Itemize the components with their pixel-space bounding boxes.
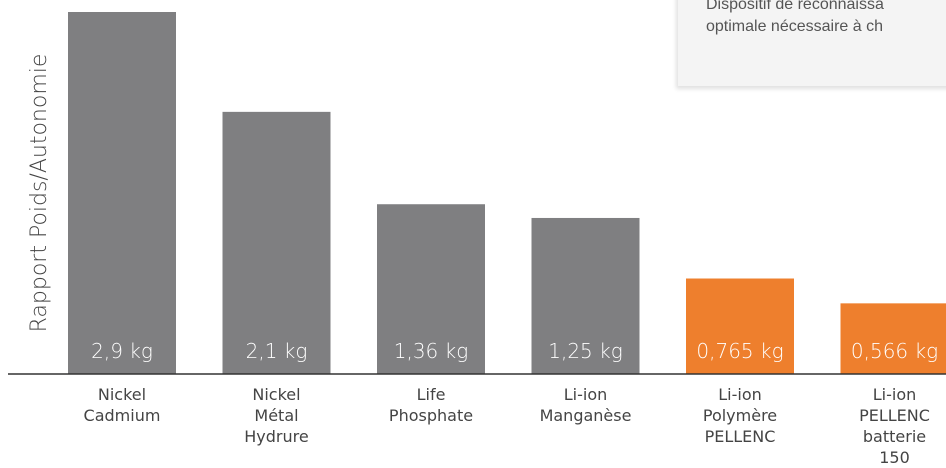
bar-value-label: 1,36 kg — [394, 339, 468, 363]
bar-value-label: 1,25 kg — [548, 339, 622, 363]
note-line-2: optimale nécessaire à ch — [706, 18, 883, 35]
category-label: Li-ion Polymère PELLENC — [703, 385, 777, 446]
bar — [686, 278, 794, 374]
category-label: Nickel Cadmium — [84, 385, 161, 425]
bar-value-label: 2,1 kg — [246, 339, 308, 363]
bar — [377, 204, 485, 374]
bar — [68, 12, 176, 374]
category-label: Life Phosphate — [389, 385, 473, 425]
bar-value-label: 0,566 kg — [851, 339, 938, 363]
info-note-card: Dispositif de reconnaissa optimale néces… — [678, 0, 946, 86]
bar — [222, 111, 331, 375]
category-label: Li-ion Manganèse — [540, 385, 632, 425]
bar-value-label: 0,765 kg — [696, 339, 783, 363]
note-line-1: Dispositif de reconnaissa — [706, 0, 884, 13]
y-axis-label: Rapport Poids/Autonomie — [27, 54, 52, 333]
bar — [840, 303, 946, 374]
category-label: Nickel Métal Hydrure — [244, 385, 308, 446]
bar — [531, 217, 640, 374]
category-label: Li-ion PELLENC batterie 150 — [859, 385, 930, 467]
bar-value-label: 2,9 kg — [91, 339, 153, 363]
